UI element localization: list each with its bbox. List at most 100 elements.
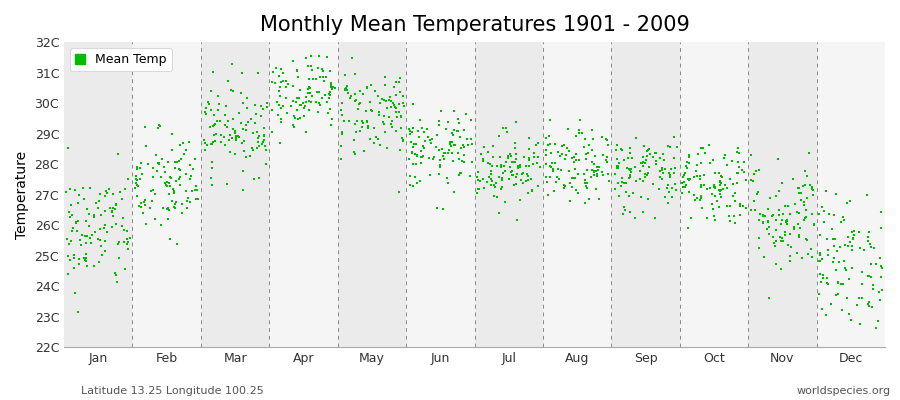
Point (662, 174, 677, 180)
Point (248, 102, 262, 108)
Point (393, 88, 408, 95)
Point (166, 188, 181, 194)
Point (205, 69, 220, 75)
Point (313, 74, 328, 80)
Point (139, 142, 153, 149)
Point (780, 221, 795, 227)
Point (387, 102, 401, 108)
Point (561, 145, 575, 152)
Point (792, 210, 806, 216)
Point (299, 94, 313, 100)
Point (558, 156, 572, 162)
Point (228, 150, 242, 157)
Point (238, 127, 253, 134)
Point (781, 203, 796, 210)
Point (179, 198, 194, 204)
Point (661, 181, 675, 188)
Point (841, 234, 855, 240)
Point (503, 164, 517, 170)
Point (403, 173, 418, 180)
Point (752, 235, 767, 241)
Point (842, 311, 856, 318)
Point (648, 150, 662, 156)
Point (775, 217, 789, 224)
Point (736, 168, 751, 175)
Point (793, 225, 807, 231)
Point (146, 165, 160, 171)
Point (792, 185, 806, 192)
Point (487, 193, 501, 200)
Point (470, 190, 484, 196)
Point (138, 202, 152, 208)
Point (415, 154, 429, 160)
Point (874, 225, 888, 231)
Point (815, 272, 830, 278)
Point (492, 174, 507, 180)
Point (324, 84, 338, 90)
Point (713, 188, 727, 194)
Point (522, 135, 536, 141)
Point (743, 177, 758, 183)
Point (717, 181, 732, 188)
Point (324, 82, 338, 88)
Point (361, 125, 375, 132)
Point (409, 141, 423, 147)
Point (273, 92, 287, 99)
Point (304, 98, 319, 105)
Point (508, 119, 523, 125)
Point (624, 168, 638, 175)
Point (383, 98, 398, 104)
Point (775, 180, 789, 186)
Point (112, 189, 127, 196)
Point (765, 233, 779, 240)
Point (500, 153, 515, 159)
Point (116, 215, 130, 222)
Point (599, 136, 614, 142)
Point (481, 159, 495, 166)
Point (679, 182, 693, 188)
Point (713, 182, 727, 188)
Point (155, 156, 169, 162)
Point (831, 279, 845, 285)
Point (411, 134, 426, 140)
Point (508, 174, 523, 181)
Point (716, 186, 730, 192)
Point (74, 242, 88, 248)
Point (189, 196, 203, 202)
Point (95, 252, 110, 258)
Point (529, 160, 544, 166)
Point (91, 204, 105, 211)
Point (475, 176, 490, 182)
Point (608, 171, 622, 177)
Point (572, 171, 586, 178)
Point (130, 183, 145, 189)
Point (806, 210, 820, 217)
Point (636, 208, 651, 215)
Point (849, 346, 863, 352)
Point (757, 254, 771, 260)
Point (190, 186, 204, 193)
Point (207, 112, 221, 118)
Point (833, 244, 848, 251)
Point (588, 153, 602, 160)
Point (213, 139, 228, 146)
Point (296, 100, 310, 106)
Point (361, 123, 375, 129)
Point (310, 109, 325, 116)
Point (805, 184, 819, 190)
Point (254, 103, 268, 109)
Point (302, 84, 317, 90)
Point (236, 168, 250, 174)
Point (792, 189, 806, 196)
Point (760, 226, 774, 233)
Point (875, 265, 889, 271)
Point (680, 176, 695, 182)
Point (311, 100, 326, 106)
Point (863, 274, 878, 280)
Point (791, 234, 806, 241)
Point (527, 150, 542, 156)
Point (75, 232, 89, 239)
Point (838, 242, 852, 248)
Point (166, 203, 181, 210)
Point (71, 218, 86, 224)
